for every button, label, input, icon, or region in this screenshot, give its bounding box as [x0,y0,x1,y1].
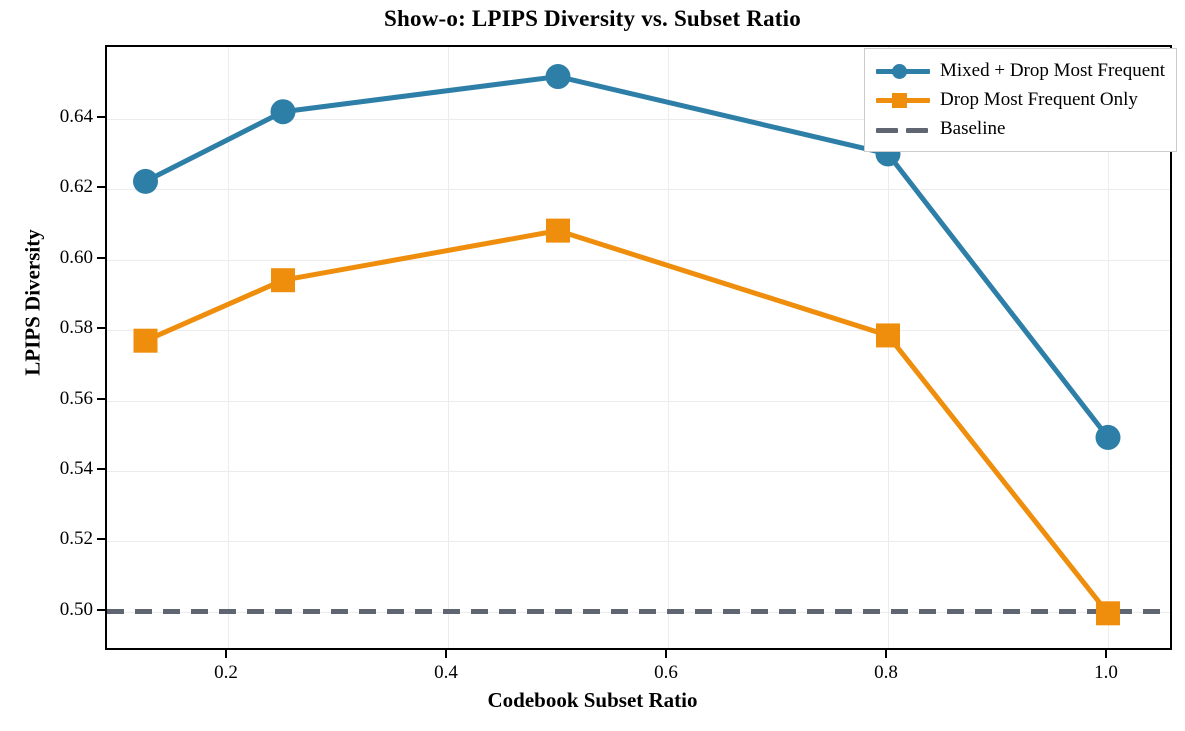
square-marker-icon [876,89,930,111]
chart-title: Show-o: LPIPS Diversity vs. Subset Ratio [384,6,801,31]
data-point-marker[interactable] [271,268,295,293]
legend-item-drop-most-frequent-only[interactable]: Drop Most Frequent Only [876,85,1165,114]
gridline-vertical [448,47,449,648]
gridline-vertical [668,47,669,648]
gridline-vertical [888,47,889,648]
y-axis-label: LPIPS Diversity [20,229,45,376]
gridline-horizontal [107,259,1170,261]
series-layer [107,64,1170,626]
data-point-marker[interactable] [876,323,900,348]
x-axis-tick-label: 0.2 [214,662,238,683]
x-axis-tick-label: 1.0 [1094,662,1118,683]
y-axis-tick [97,327,105,330]
y-axis-tick-label: 0.56 [59,387,93,409]
data-point-marker[interactable] [1095,424,1121,450]
legend-item-label: Mixed + Drop Most Frequent [940,60,1165,81]
x-axis-tick [885,650,887,658]
y-axis-tick-label: 0.64 [59,106,93,128]
y-axis-tick-label: 0.58 [59,317,93,339]
gridline-horizontal [107,470,1170,472]
y-axis-tick [97,256,105,259]
gridline-horizontal [107,189,1170,191]
plot-inner [107,47,1170,648]
legend-item-mixed-drop-most-frequent[interactable]: Mixed + Drop Most Frequent [876,56,1165,85]
legend-item-label: Baseline [940,118,1006,139]
y-axis-tick-label: 0.52 [59,528,93,550]
data-point-marker[interactable] [270,99,296,125]
y-axis-tick-label: 0.54 [59,457,93,479]
gridline-vertical [228,47,229,648]
y-axis-tick [97,608,105,611]
x-axis-tick [445,650,447,658]
x-axis-tick-label: 0.8 [874,662,898,683]
legend-item-label: Drop Most Frequent Only [940,89,1138,110]
gridline-horizontal [107,541,1170,543]
data-point-marker[interactable] [545,64,571,90]
x-axis-tick [665,650,667,658]
x-axis-label: Codebook Subset Ratio [487,688,698,712]
data-point-marker[interactable] [1096,601,1120,626]
gridline-horizontal [107,330,1170,332]
data-point-marker[interactable] [546,218,570,243]
y-axis-tick [97,467,105,470]
gridline-horizontal [107,400,1170,402]
chart-legend: Mixed + Drop Most Frequent Drop Most Fre… [864,48,1177,152]
x-axis-tick-label: 0.6 [654,662,678,683]
y-axis-tick-label: 0.62 [59,176,93,198]
x-axis-tick [225,650,227,658]
data-point-marker[interactable] [133,328,158,353]
y-axis-tick-label: 0.60 [59,246,93,268]
y-axis-tick [97,538,105,541]
dashed-line-icon [876,118,930,140]
y-axis-tick [97,397,105,400]
x-axis-tick [1105,650,1107,658]
y-axis-tick-label: 0.50 [59,598,93,620]
y-axis-tick [97,186,105,189]
gridline-horizontal [107,611,1170,613]
x-axis-tick-label: 0.4 [434,662,458,683]
gridline-horizontal [107,119,1170,121]
circle-marker-icon [876,60,930,82]
data-point-marker[interactable] [133,168,158,194]
gridline-vertical [1108,47,1109,648]
y-axis-tick [97,116,105,119]
legend-item-baseline[interactable]: Baseline [876,114,1165,143]
